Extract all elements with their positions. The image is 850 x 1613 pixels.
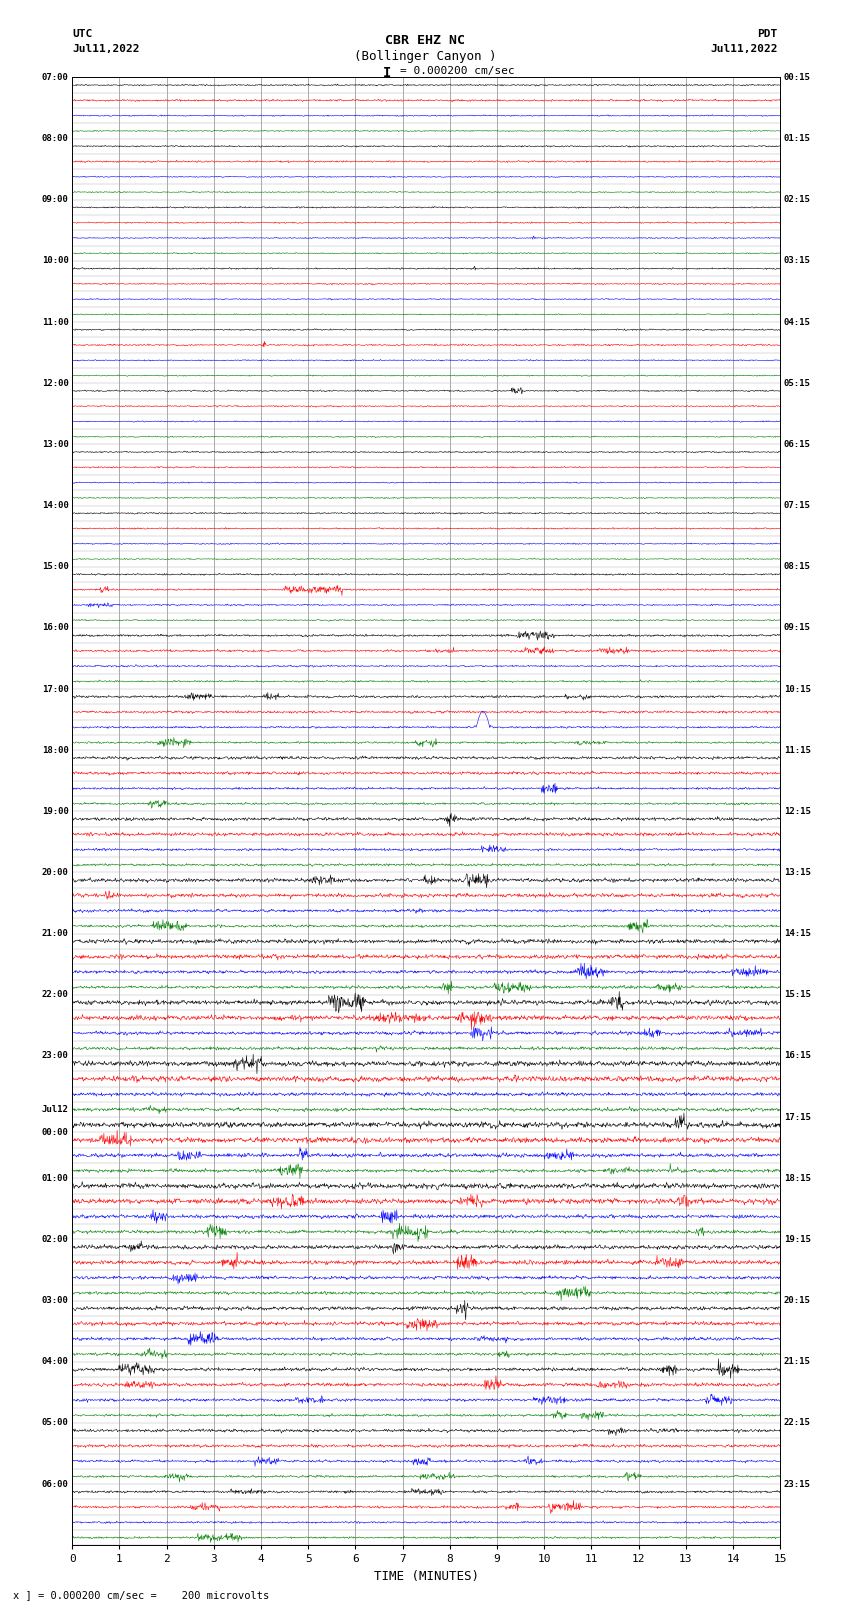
Text: 09:15: 09:15 <box>784 623 811 632</box>
Text: 16:00: 16:00 <box>42 623 69 632</box>
Text: Jul11,2022: Jul11,2022 <box>72 44 139 53</box>
Text: 02:00: 02:00 <box>42 1236 69 1244</box>
X-axis label: TIME (MINUTES): TIME (MINUTES) <box>374 1569 479 1582</box>
Text: 22:15: 22:15 <box>784 1418 811 1428</box>
Text: 06:15: 06:15 <box>784 440 811 448</box>
Text: 12:15: 12:15 <box>784 806 811 816</box>
Text: 22:00: 22:00 <box>42 990 69 1000</box>
Text: I: I <box>382 66 391 81</box>
Text: 08:15: 08:15 <box>784 563 811 571</box>
Text: x ] = 0.000200 cm/sec =    200 microvolts: x ] = 0.000200 cm/sec = 200 microvolts <box>13 1590 269 1600</box>
Text: 01:00: 01:00 <box>42 1174 69 1182</box>
Text: 20:15: 20:15 <box>784 1297 811 1305</box>
Text: 12:00: 12:00 <box>42 379 69 387</box>
Text: Jul12: Jul12 <box>42 1105 69 1115</box>
Text: 07:15: 07:15 <box>784 502 811 510</box>
Text: Jul11,2022: Jul11,2022 <box>711 44 778 53</box>
Text: 17:00: 17:00 <box>42 684 69 694</box>
Text: UTC: UTC <box>72 29 93 39</box>
Text: 23:00: 23:00 <box>42 1052 69 1060</box>
Text: (Bollinger Canyon ): (Bollinger Canyon ) <box>354 50 496 63</box>
Text: 10:00: 10:00 <box>42 256 69 266</box>
Text: 11:15: 11:15 <box>784 745 811 755</box>
Text: CBR EHZ NC: CBR EHZ NC <box>385 34 465 47</box>
Text: 14:15: 14:15 <box>784 929 811 939</box>
Text: 03:15: 03:15 <box>784 256 811 266</box>
Text: 18:15: 18:15 <box>784 1174 811 1182</box>
Text: 11:00: 11:00 <box>42 318 69 326</box>
Text: 00:15: 00:15 <box>784 73 811 82</box>
Text: 21:00: 21:00 <box>42 929 69 939</box>
Text: 07:00: 07:00 <box>42 73 69 82</box>
Text: 13:15: 13:15 <box>784 868 811 877</box>
Text: 21:15: 21:15 <box>784 1357 811 1366</box>
Text: 18:00: 18:00 <box>42 745 69 755</box>
Text: 16:15: 16:15 <box>784 1052 811 1060</box>
Text: 14:00: 14:00 <box>42 502 69 510</box>
Text: 05:15: 05:15 <box>784 379 811 387</box>
Text: 04:15: 04:15 <box>784 318 811 326</box>
Text: 15:15: 15:15 <box>784 990 811 1000</box>
Text: 05:00: 05:00 <box>42 1418 69 1428</box>
Text: 04:00: 04:00 <box>42 1357 69 1366</box>
Text: 09:00: 09:00 <box>42 195 69 205</box>
Text: 13:00: 13:00 <box>42 440 69 448</box>
Text: 03:00: 03:00 <box>42 1297 69 1305</box>
Text: 02:15: 02:15 <box>784 195 811 205</box>
Text: 19:15: 19:15 <box>784 1236 811 1244</box>
Text: = 0.000200 cm/sec: = 0.000200 cm/sec <box>400 66 514 76</box>
Text: 20:00: 20:00 <box>42 868 69 877</box>
Text: 00:00: 00:00 <box>42 1127 69 1137</box>
Text: 08:00: 08:00 <box>42 134 69 144</box>
Text: 23:15: 23:15 <box>784 1479 811 1489</box>
Text: 01:15: 01:15 <box>784 134 811 144</box>
Text: 10:15: 10:15 <box>784 684 811 694</box>
Text: 06:00: 06:00 <box>42 1479 69 1489</box>
Text: 15:00: 15:00 <box>42 563 69 571</box>
Text: PDT: PDT <box>757 29 778 39</box>
Text: 19:00: 19:00 <box>42 806 69 816</box>
Text: 17:15: 17:15 <box>784 1113 811 1121</box>
